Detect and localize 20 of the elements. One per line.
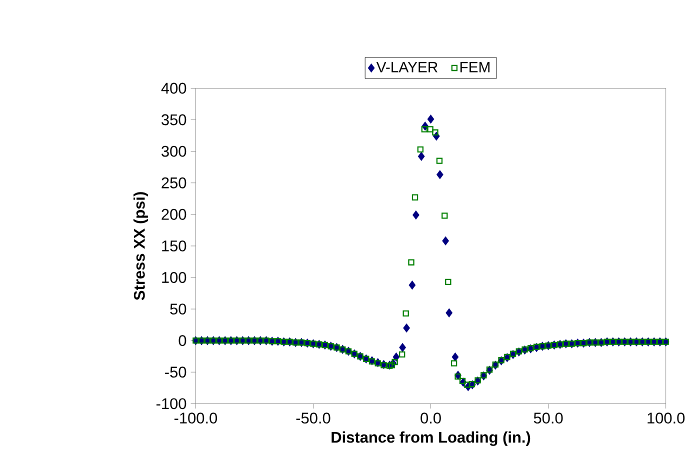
legend-label: FEM [460, 62, 490, 72]
x-tick-label: -100.0 [174, 412, 218, 424]
y-tick-label: 400 [161, 82, 186, 94]
y-tick-label: 300 [162, 146, 186, 157]
y-axis-title: Stress XX (psi) [134, 192, 148, 300]
y-tick-label: -100 [156, 398, 186, 410]
y-tick-label: 200 [162, 209, 186, 220]
x-tick-label: 100.0 [648, 412, 685, 424]
y-tick-label: 0 [178, 335, 186, 346]
y-tick-label: 100 [162, 272, 186, 284]
y-tick-label: 50 [170, 304, 186, 315]
x-tick-label: -50.0 [296, 412, 330, 424]
y-tick-label: 150 [162, 240, 186, 252]
x-tick-label: 0.0 [420, 412, 441, 424]
y-tick-label: 350 [162, 114, 186, 126]
x-tick-label: 50.0 [534, 412, 563, 424]
x-axis-title: Distance from Loading (in.) [332, 432, 530, 446]
y-tick-label: 250 [162, 178, 186, 188]
legend-label: V-LAYER [376, 62, 438, 72]
y-tick-label: -50 [165, 366, 186, 378]
